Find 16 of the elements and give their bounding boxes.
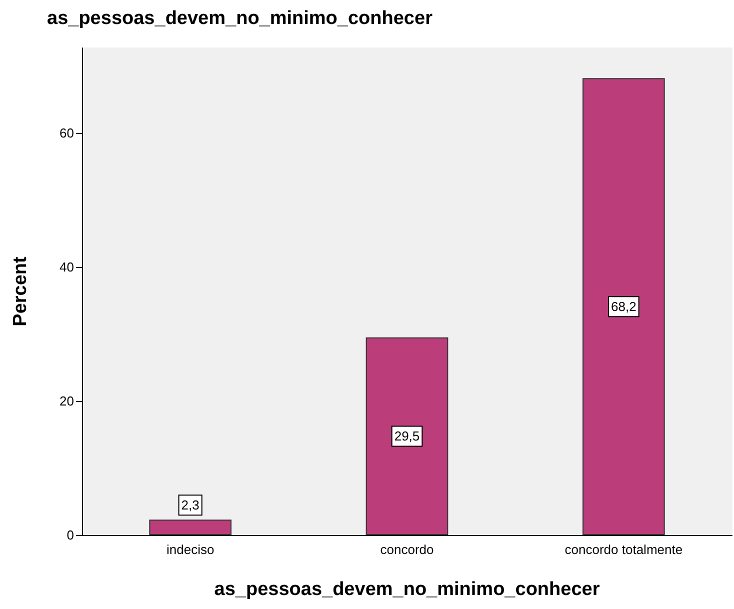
bar xyxy=(582,78,665,535)
y-tick-label: 0 xyxy=(66,528,74,542)
y-axis-title: Percent xyxy=(10,256,31,326)
data-label: 68,2 xyxy=(611,299,636,314)
y-tick-label: 60 xyxy=(60,126,74,141)
x-axis-title: as_pessoas_devem_no_minimo_conhecer xyxy=(214,579,600,600)
y-tick-label: 20 xyxy=(60,394,74,409)
x-tick-label: concordo xyxy=(380,542,434,557)
x-tick-label: indeciso xyxy=(166,542,214,557)
data-label: 29,5 xyxy=(394,428,420,444)
bar xyxy=(366,337,448,535)
x-tick-label: concordo totalmente xyxy=(564,542,683,557)
y-tick-label: 40 xyxy=(60,260,74,275)
data-label: 2,3 xyxy=(181,498,200,513)
chart-title: as_pessoas_devem_no_minimo_conhecer xyxy=(47,8,434,29)
bar xyxy=(149,520,232,535)
